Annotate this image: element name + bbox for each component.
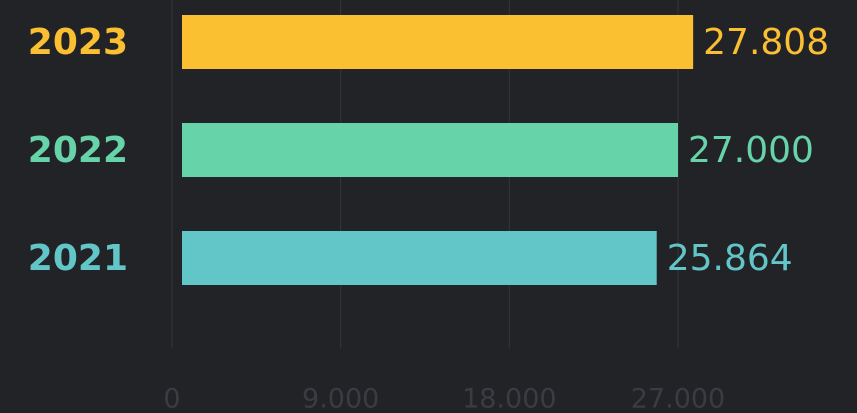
value-label: 27.808 — [703, 22, 829, 63]
value-label: 25.864 — [667, 238, 793, 279]
value-label: 27.000 — [688, 130, 814, 171]
bar — [182, 231, 657, 285]
bar — [182, 15, 694, 69]
x-tick-label: 0 — [163, 384, 180, 413]
x-tick-label: 9.000 — [302, 384, 379, 413]
x-tick-label: 27.000 — [631, 384, 725, 413]
category-label: 2021 — [28, 238, 128, 279]
x-tick-label: 18.000 — [462, 384, 556, 413]
category-label: 2022 — [28, 130, 128, 171]
category-label: 2023 — [28, 22, 128, 63]
bar — [182, 123, 678, 177]
